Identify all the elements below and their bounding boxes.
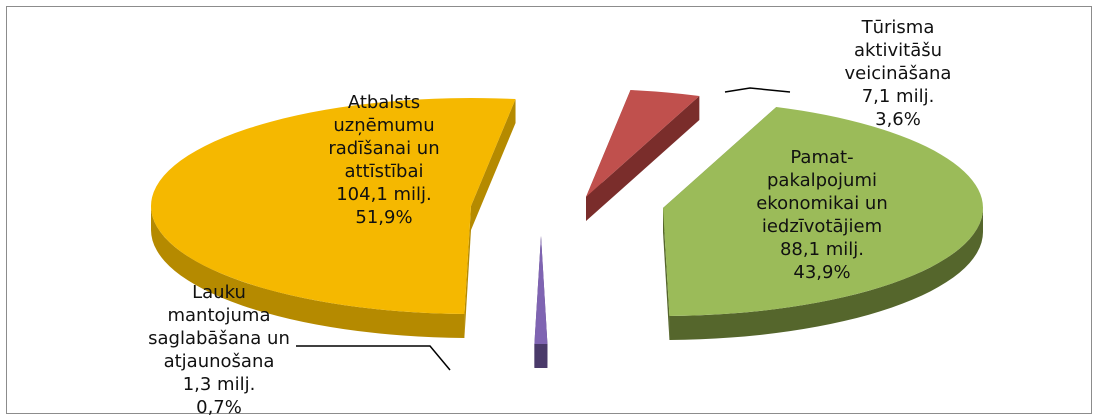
slice-cut-1-1 [586, 95, 700, 221]
slice-label-3: Lauku mantojuma saglabāšana un atjaunošana 1… [148, 282, 290, 418]
slice-label-0: Atbalsts uzņēmumu radīšanai un attīstībai 10… [328, 92, 439, 228]
slice-cut-0-0 [464, 206, 471, 338]
slice-cut-0-1 [471, 99, 516, 230]
pie-slice-2 [663, 106, 983, 316]
slice-side-0 [151, 206, 465, 338]
slice-label-2: Pamat-pakalpojumi ekonomikai un iedzīvotāj… [756, 147, 888, 283]
pie-slice-3 [534, 236, 548, 344]
leader-line-3 [296, 345, 451, 371]
slice-cut-2-1 [663, 208, 670, 340]
slice-side-2 [669, 208, 983, 340]
pie-slice-1 [586, 90, 700, 197]
slice-label-1: Tūrisma aktivitāšu veicināšana 7,1 milj. 3,6… [845, 17, 952, 130]
leader-line-1 [724, 87, 791, 93]
pie-slice-0 [151, 98, 516, 314]
slice-side-3 [534, 343, 548, 368]
